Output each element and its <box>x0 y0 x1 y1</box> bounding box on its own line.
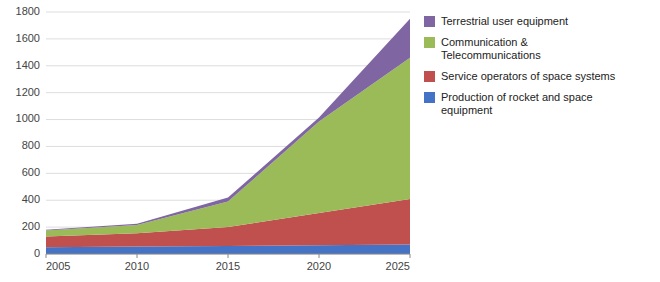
x-tick-label: 2025 <box>386 260 410 272</box>
x-tick-label: 2010 <box>125 260 149 272</box>
grid-line <box>46 38 410 39</box>
x-tick-label: 2020 <box>307 260 331 272</box>
legend-label-line: Telecommunications <box>441 49 541 61</box>
legend-label-line: Terrestrial user equipment <box>441 15 568 27</box>
y-tick-label: 800 <box>22 139 40 151</box>
legend-label: Communication &Telecommunications <box>441 36 541 61</box>
legend-label: Service operators of space systems <box>441 70 616 82</box>
legend-swatch <box>424 71 435 82</box>
legend-label-line: Production of rocket and space <box>441 91 593 103</box>
grid-line <box>46 12 410 13</box>
x-tick <box>410 254 411 258</box>
y-tick-label: 1400 <box>16 59 40 71</box>
y-tick-label: 1000 <box>16 112 40 124</box>
legend-label: Production of rocket and spaceequipment <box>441 91 593 116</box>
grid <box>46 12 410 254</box>
y-tick-label: 400 <box>22 193 40 205</box>
grid-line <box>46 65 410 66</box>
legend-label-line: equipment <box>441 104 492 116</box>
y-tick-label: 1800 <box>16 5 40 17</box>
x-tick <box>46 254 47 258</box>
y-tick-label: 200 <box>22 220 40 232</box>
legend-label-line: Communication & <box>441 36 528 48</box>
x-tick <box>137 254 138 258</box>
chart: 0 200 400 600 800 1000 1200 1400 1600 1800 2005 201… <box>0 0 660 282</box>
y-tick-label: 1200 <box>16 86 40 98</box>
legend-label-line: Service operators of space systems <box>441 70 616 82</box>
area <box>46 19 410 231</box>
legend: Terrestrial user equipment Communication … <box>424 15 616 116</box>
y-tick-label: 600 <box>22 166 40 178</box>
y-tick-label: 1600 <box>16 32 40 44</box>
y-axis: 0 200 400 600 800 1000 1200 1400 1600 1800 <box>16 5 40 259</box>
x-tick <box>228 254 229 258</box>
areas <box>46 19 410 254</box>
x-tick-label: 2015 <box>216 260 240 272</box>
legend-label: Terrestrial user equipment <box>441 15 568 27</box>
x-tick-label: 2005 <box>46 260 70 272</box>
legend-swatch <box>424 92 435 103</box>
legend-swatch <box>424 16 435 27</box>
y-tick-label: 0 <box>34 247 40 259</box>
x-axis: 2005 2010 2015 2020 2025 <box>46 254 410 272</box>
x-tick <box>319 254 320 258</box>
legend-swatch <box>424 37 435 48</box>
